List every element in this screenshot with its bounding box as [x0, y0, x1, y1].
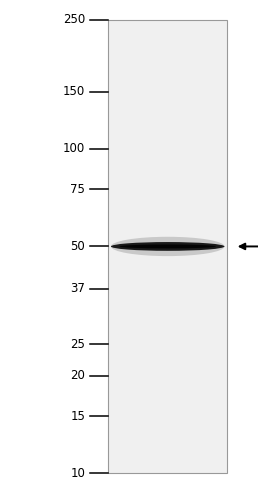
Ellipse shape — [111, 237, 224, 256]
Ellipse shape — [111, 242, 224, 251]
Text: 20: 20 — [70, 369, 85, 382]
Text: 10: 10 — [70, 467, 85, 480]
Text: 37: 37 — [70, 283, 85, 295]
Text: 75: 75 — [70, 183, 85, 196]
Ellipse shape — [119, 244, 216, 248]
Text: KDa: KDa — [58, 0, 85, 1]
Text: 100: 100 — [63, 142, 85, 155]
Text: 15: 15 — [70, 410, 85, 423]
Text: 150: 150 — [63, 85, 85, 98]
Bar — [108, 20, 227, 473]
Text: 25: 25 — [70, 338, 85, 351]
Text: 250: 250 — [63, 13, 85, 26]
Text: 50: 50 — [70, 240, 85, 253]
